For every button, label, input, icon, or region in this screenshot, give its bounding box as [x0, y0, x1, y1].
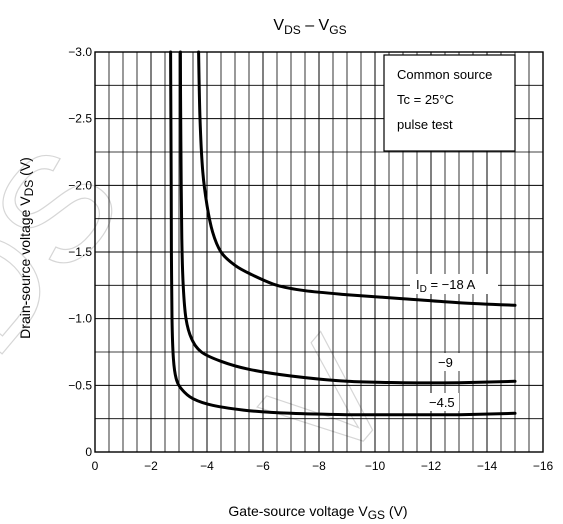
series-line-2	[169, 50, 517, 417]
plot-frame	[94, 51, 544, 453]
y-tick-label: −1.0	[68, 312, 92, 326]
conditions-box: Common source Tc = 25°C pulse test	[383, 54, 516, 152]
x-tick-label: 0	[92, 459, 99, 473]
condition-line-3: pulse test	[397, 117, 453, 132]
condition-line-1: Common source	[397, 67, 492, 82]
tick-labels: 0 −2 −4 −6 −8 −10 −12 −14 −16 0 −0.5 −1.0 −1.5 −2.0 −2…	[68, 45, 553, 473]
series-lines	[169, 50, 517, 417]
chart-title: VDS – VGS	[273, 17, 346, 37]
condition-line-2: Tc = 25°C	[397, 92, 454, 107]
y-tick-label: 0	[85, 445, 92, 459]
y-tick-label: −3.0	[68, 45, 92, 59]
y-tick-label: −2.0	[68, 178, 92, 192]
chart-title-sub-ds: DS	[284, 23, 301, 37]
x-tick-label: −6	[256, 459, 270, 473]
svg-text:−9: −9	[438, 355, 453, 370]
x-tick-label: −16	[533, 459, 554, 473]
grid	[94, 51, 544, 453]
y-tick-label: −0.5	[68, 378, 92, 392]
x-tick-label: −4	[200, 459, 214, 473]
curve-label-18a-sub: D	[420, 284, 427, 295]
x-tick-label: −14	[477, 459, 498, 473]
x-tick-label: −2	[144, 459, 158, 473]
x-tick-label: −8	[312, 459, 326, 473]
y-tick-label: −1.5	[68, 245, 92, 259]
svg-text:ID = −18 A: ID = −18 A	[416, 277, 476, 295]
curve-label-9: −9	[434, 353, 462, 371]
curve-label-4-5: −4.5	[425, 393, 459, 411]
conditions-box-frame	[383, 54, 516, 152]
series-line-0	[197, 50, 517, 307]
x-tick-label: −12	[421, 459, 442, 473]
curve-label-18a: ID = −18 A	[410, 274, 498, 295]
x-axis-title: Gate-source voltage VGS (V)	[228, 503, 407, 522]
svg-text:−4.5: −4.5	[429, 395, 455, 410]
y-axis-title-sub: DS	[22, 180, 36, 197]
y-tick-label: −2.5	[68, 112, 92, 126]
chart-title-sub-gs: GS	[329, 23, 346, 37]
y-axis-title: Drain-source voltage VDS (V)	[17, 157, 36, 339]
x-axis-title-sub: GS	[368, 508, 385, 522]
series-line-1	[178, 50, 517, 385]
x-tick-label: −10	[365, 459, 386, 473]
